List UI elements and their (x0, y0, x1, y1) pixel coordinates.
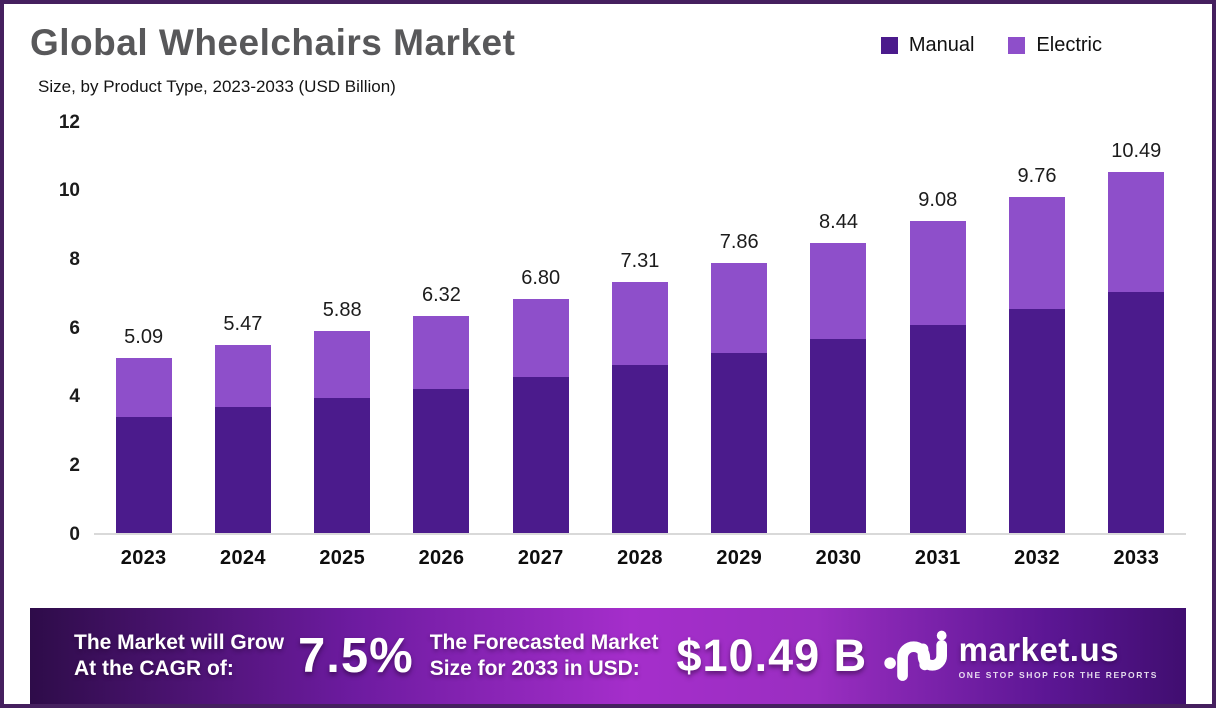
legend-label-electric: Electric (1036, 34, 1102, 56)
bar-2027-electric-segment (512, 299, 569, 378)
bar-total-label-2028: 7.31 (620, 249, 660, 272)
bar-group-2030: 8.44 (789, 123, 888, 533)
bar-group-2027: 6.80 (491, 123, 590, 533)
bar-2023-electric-segment (115, 357, 172, 417)
bar-group-2029: 7.86 (690, 123, 789, 533)
bar-2026-electric-segment (413, 315, 470, 389)
page-title: Global Wheelchairs Market (30, 22, 516, 63)
cagr-label-line2: At the CAGR of: (74, 657, 234, 680)
bar-group-2024: 5.47 (193, 123, 292, 533)
y-tick-label-6: 6 (69, 317, 80, 339)
bar-2029-electric-segment (711, 262, 768, 353)
bar-total-label-2029: 7.86 (719, 230, 759, 253)
x-label-2029: 2029 (716, 547, 763, 570)
market-us-logo-icon (883, 630, 947, 681)
bar-group-2033: 10.49 (1087, 123, 1186, 533)
bar-2024-manual-segment (214, 407, 271, 533)
x-label-2023: 2023 (120, 547, 167, 570)
legend-label-manual: Manual (908, 34, 975, 56)
bar-2031-electric-segment (909, 220, 966, 325)
bar-total-label-2032: 9.76 (1017, 165, 1057, 188)
forecast-label-line2: Size for 2033 in USD: (429, 657, 640, 680)
bar-total-label-2031: 9.08 (918, 188, 958, 211)
y-axis: 12 10 8 6 4 2 0 (30, 112, 94, 545)
bar-2031-manual-segment (909, 324, 966, 533)
x-label-2033: 2033 (1113, 547, 1160, 570)
bar-total-label-2026: 6.32 (421, 283, 461, 306)
bar-2028-electric-segment (611, 281, 668, 366)
x-axis: 2023 2024 2025 2026 2027 2028 2029 2030 2031 2032… (94, 535, 1186, 583)
y-tick-label-0: 0 (69, 523, 80, 545)
bar-total-label-2027: 6.80 (521, 267, 561, 290)
bar-2027-manual-segment (512, 377, 569, 533)
bar-total-label-2025: 5.88 (322, 298, 362, 321)
bar-total-label-2023: 5.09 (124, 325, 164, 348)
chart-section: Global Wheelchairs Market Size, by Produ… (4, 4, 1212, 704)
x-label-2024: 2024 (220, 547, 266, 570)
chart-legend: Manual Electric (880, 34, 1102, 57)
x-label-2028: 2028 (617, 547, 663, 570)
cagr-banner: The Market will Grow At the CAGR of: 7.5… (30, 608, 1186, 704)
plot-column: 5.09 5.47 5.88 6.32 6.80 7.31 7.86 8.44 9.08 9.76… (94, 123, 1186, 583)
bar-2033-manual-segment (1108, 292, 1165, 533)
bar-2025-manual-segment (314, 397, 371, 533)
forecast-value: $10.49 B (676, 630, 868, 681)
x-label-2032: 2032 (1014, 547, 1060, 570)
x-label-2025: 2025 (319, 547, 366, 570)
bar-2028-manual-segment (611, 365, 668, 533)
bar-group-2028: 7.31 (590, 123, 689, 533)
cagr-value: 7.5% (298, 629, 414, 683)
bar-total-label-2033: 10.49 (1111, 140, 1162, 163)
market-us-logo: market.us ONE STOP SHOP FOR THE REPORTS (883, 629, 1158, 683)
forecast-label-line1: The Forecasted Market (429, 630, 659, 654)
bar-2026-manual-segment (413, 388, 470, 533)
x-label-2026: 2026 (418, 547, 465, 570)
logo-text-block: market.us ONE STOP SHOP FOR THE REPORTS (959, 633, 1158, 680)
y-tick-label-10: 10 (58, 180, 80, 202)
bar-2030-electric-segment (810, 242, 867, 340)
bar-2029-manual-segment (711, 352, 768, 533)
bar-total-label-2030: 8.44 (819, 210, 858, 233)
bar-2024-electric-segment (214, 344, 271, 408)
bar-group-2032: 9.76 (987, 123, 1086, 533)
legend-item-electric: Electric (1008, 34, 1102, 57)
bar-group-2025: 5.88 (293, 123, 392, 533)
bar-group-2023: 5.09 (94, 123, 193, 533)
bar-total-label-2024: 5.47 (223, 312, 263, 335)
cagr-label: The Market will Grow At the CAGR of: (74, 630, 284, 683)
electric-swatch-icon (1008, 37, 1026, 54)
bar-group-2031: 9.08 (888, 123, 987, 533)
bar-2025-electric-segment (314, 330, 371, 398)
bar-2032-manual-segment (1009, 309, 1066, 533)
y-tick-label-8: 8 (69, 248, 80, 270)
bar-2023-manual-segment (115, 416, 172, 533)
legend-item-manual: Manual (880, 34, 975, 57)
forecast-label: The Forecasted Market Size for 2033 in U… (430, 630, 659, 683)
bar-2032-electric-segment (1009, 197, 1066, 310)
x-label-2030: 2030 (815, 547, 862, 570)
bar-2033-electric-segment (1108, 172, 1165, 293)
y-tick-label-2: 2 (69, 454, 80, 476)
logo-text: market.us (958, 630, 1119, 668)
page-subtitle: Size, by Product Type, 2023-2033 (USD Bi… (38, 76, 396, 96)
x-label-2031: 2031 (914, 547, 961, 570)
cagr-label-line1: The Market will Grow (74, 630, 285, 654)
plot-area: 5.09 5.47 5.88 6.32 6.80 7.31 7.86 8.44 9.08 9.76… (94, 123, 1186, 535)
bar-group-2026: 6.32 (392, 123, 491, 533)
manual-swatch-icon (880, 37, 898, 54)
logo-tagline: ONE STOP SHOP FOR THE REPORTS (958, 669, 1158, 680)
x-label-2027: 2027 (517, 547, 564, 570)
y-tick-label-12: 12 (58, 111, 80, 133)
y-tick-label-4: 4 (69, 386, 80, 408)
bar-2030-manual-segment (810, 339, 867, 533)
stacked-bar-chart: 12 10 8 6 4 2 0 5.09 5.47 5.88 6.32 6.80 7.31 7.86 8.… (30, 112, 1186, 583)
